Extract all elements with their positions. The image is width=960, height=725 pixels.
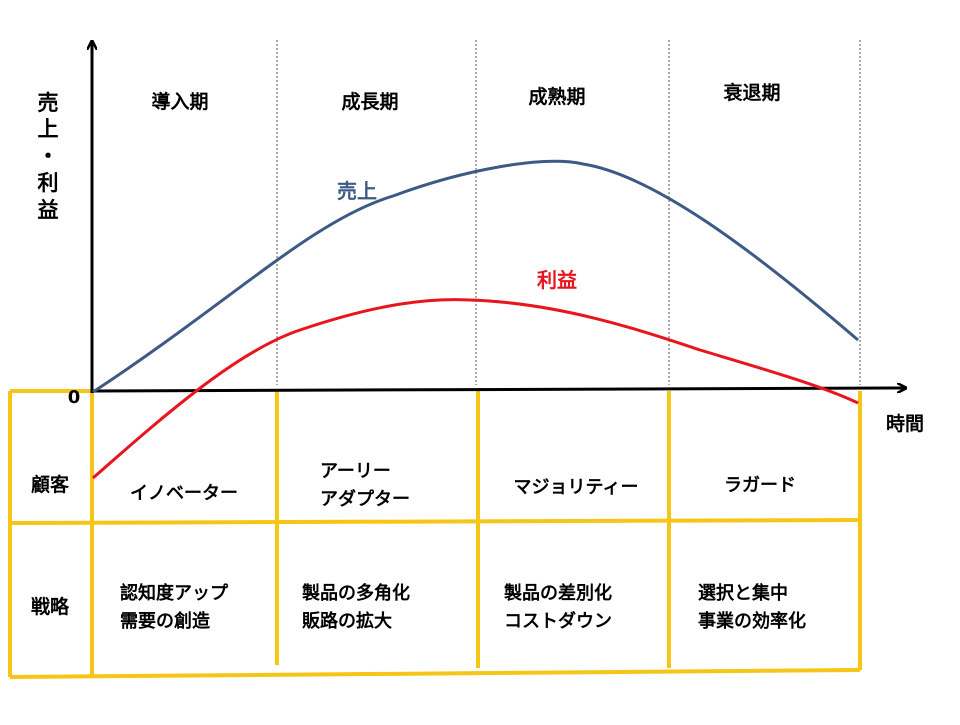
cell-line: アーリー [320,461,391,482]
profit-curve-label: 利益 [537,268,577,292]
strategy-cell-introduction: 認知度アップ 需要の創造 [120,582,234,632]
customer-cell-laggards: ラガード [724,475,796,496]
row-header-strategy: 戦略 [31,595,70,618]
table-grid [8,389,862,679]
stage-labels: 導入期 成長期 成熟期 衰退期 [151,81,780,113]
cell-line: 選択と集中 [698,582,788,604]
cell-line: 販路の拡大 [302,610,392,632]
x-axis [91,388,905,391]
cell-line: 製品の差別化 [503,582,612,604]
sales-curve [92,159,859,394]
cell-line: 需要の創造 [120,610,210,632]
cell-line: コストダウン [504,610,612,632]
customer-cell-innovators: イノベーター [130,483,238,504]
strategy-cell-growth: 製品の多角化 販路の拡大 [301,582,416,632]
y-axis-label: 売 上 ・ 利 益 [38,91,59,222]
y-axis-label-char: ・ [38,144,59,168]
stage-label-decline: 衰退期 [722,81,780,104]
y-axis-label-char: 売 [38,91,59,115]
cell-line: 事業の効率化 [698,610,806,632]
origin-label: 0 [68,387,81,408]
row-header-customers: 顧客 [31,473,70,496]
y-axis-label-char: 益 [38,198,59,222]
cell-line: アダプター [320,488,410,510]
strategy-cell-decline: 選択と集中 事業の効率化 [698,582,806,632]
table-row-divider-1 [9,518,861,525]
profit-curve [92,298,859,480]
sales-curve-label: 売上 [337,179,377,203]
cell-line: 認知度アップ [120,582,229,604]
strategy-row: 認知度アップ 需要の創造 製品の多角化 販路の拡大 製品の差別化 コストダウン … [120,582,806,632]
y-axis-label-char: 上 [38,117,59,141]
stage-label-introduction: 導入期 [151,90,208,113]
stage-label-maturity: 成熟期 [528,85,585,108]
table-bottom-edge [9,668,861,679]
y-axis-label-char: 利 [38,171,59,195]
customer-cell-majority: マジョリティー [514,477,639,498]
strategy-cell-maturity: 製品の差別化 コストダウン [503,582,618,632]
customer-cell-early-adopters: アーリー アダプター [320,461,410,510]
stage-label-growth: 成長期 [341,90,398,113]
cell-line: 製品の多角化 [301,582,410,604]
x-axis-label: 時間 [886,413,924,435]
customers-row: イノベーター アーリー アダプター マジョリティー ラガード [130,461,796,510]
